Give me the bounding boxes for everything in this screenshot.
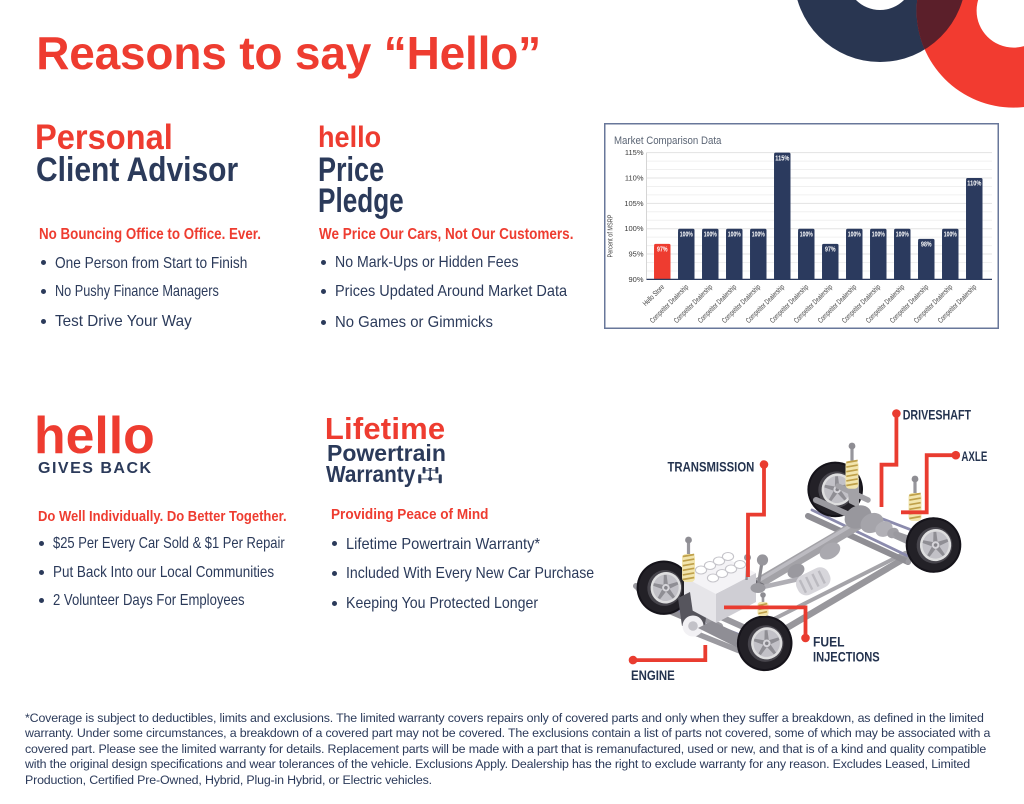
svg-text:DRIVESHAFT: DRIVESHAFT bbox=[903, 406, 972, 422]
svg-text:97%: 97% bbox=[657, 247, 668, 254]
svg-text:100%: 100% bbox=[680, 231, 694, 238]
svg-text:ENGINE: ENGINE bbox=[631, 667, 675, 683]
svg-text:Market Comparison Data: Market Comparison Data bbox=[614, 135, 722, 147]
svg-text:100%: 100% bbox=[624, 224, 644, 233]
svg-text:90%: 90% bbox=[628, 275, 643, 284]
svg-text:100%: 100% bbox=[848, 231, 862, 238]
svg-text:105%: 105% bbox=[624, 199, 644, 208]
svg-text:100%: 100% bbox=[800, 231, 814, 238]
svg-text:100%: 100% bbox=[728, 231, 742, 238]
svg-text:110%: 110% bbox=[967, 181, 982, 188]
svg-text:AXLE: AXLE bbox=[961, 448, 987, 464]
svg-text:100%: 100% bbox=[704, 231, 718, 238]
svg-text:INJECTIONS: INJECTIONS bbox=[813, 648, 880, 664]
svg-text:100%: 100% bbox=[896, 231, 910, 238]
svg-text:98%: 98% bbox=[921, 241, 932, 248]
svg-text:97%: 97% bbox=[825, 247, 836, 254]
svg-text:110%: 110% bbox=[625, 174, 644, 183]
svg-text:95%: 95% bbox=[628, 250, 643, 259]
svg-text:Percent of MSRP: Percent of MSRP bbox=[608, 214, 615, 257]
svg-text:115%: 115% bbox=[775, 155, 790, 162]
svg-text:TRANSMISSION: TRANSMISSION bbox=[668, 458, 755, 474]
svg-text:115%: 115% bbox=[625, 148, 644, 157]
svg-text:FUEL: FUEL bbox=[813, 633, 845, 649]
svg-text:100%: 100% bbox=[872, 231, 886, 238]
svg-text:100%: 100% bbox=[752, 231, 766, 238]
svg-text:100%: 100% bbox=[944, 231, 958, 238]
